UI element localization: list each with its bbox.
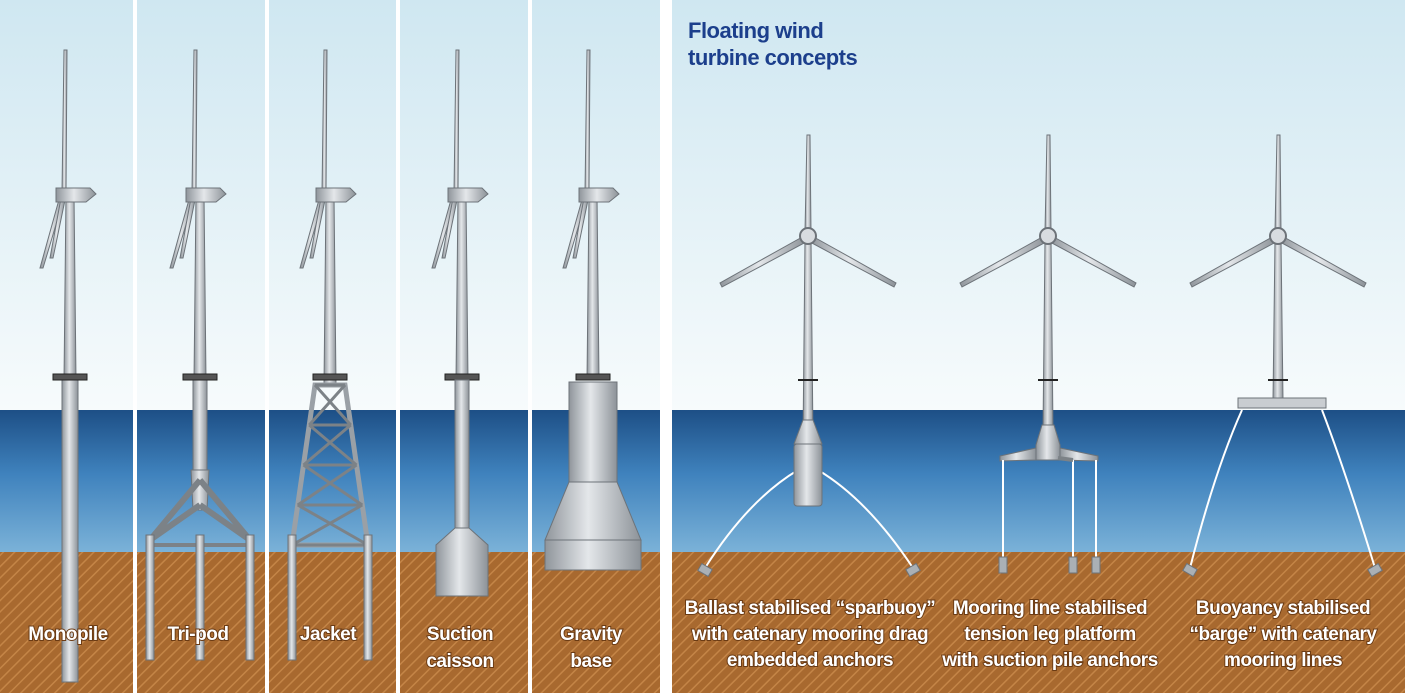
tower [802,239,814,441]
brace [291,503,363,547]
brace [197,478,253,542]
foundation-label: Gravity [560,624,623,645]
mooring-line [1189,409,1243,569]
tower [193,194,207,381]
foundation-label: Tri-pod [168,624,229,645]
hub [1039,227,1057,245]
nacelle [447,187,489,203]
pile-anchor [1091,556,1101,574]
title: Floating wind [688,18,823,43]
title: turbine concepts [688,45,858,70]
foundation-label: Jacket [300,624,357,645]
concept-label: with catenary mooring drag [691,624,928,645]
concept-label: with suction pile anchors [941,650,1158,671]
pile-anchor [1068,556,1078,574]
mooring-line [1321,409,1376,569]
brace [302,423,352,467]
tower [455,194,469,381]
anchor [1367,562,1383,578]
turbines [39,49,1383,683]
pile [145,534,155,661]
flange [312,373,348,381]
tower [1272,239,1284,401]
concept-label: Ballast stabilised “sparbuoy” [685,598,936,619]
nacelle [55,187,97,203]
spar-top [793,419,823,445]
labels: Monopile Tri-pod Jacket Suction caisson Gravi… [27,597,1379,673]
concept-label: “barge” with catenary [1190,624,1378,645]
brace [302,463,364,507]
brace [308,384,347,426]
nacelle [578,187,620,203]
foundation-label: base [570,651,611,672]
foundation-label: Suction [427,624,493,645]
flange [52,373,88,381]
gravity-column [568,381,618,483]
spar [793,443,823,507]
tower [1042,239,1054,431]
seabed [0,552,660,693]
sky [672,0,1405,410]
pile [245,534,255,661]
pontoon [1057,456,1074,462]
tower [63,194,77,381]
concept-label: embedded anchors [727,650,893,671]
brace [296,463,358,507]
brace [313,384,352,426]
hub [799,227,817,245]
brace [297,503,369,547]
barge [1237,397,1327,409]
brace [147,478,203,542]
anchor [905,562,921,578]
brace [198,502,252,543]
mooring-line [704,469,799,569]
concept-label: mooring lines [1224,650,1342,671]
pontoon [999,447,1037,462]
pile [287,534,297,661]
pile-anchor [998,556,1008,574]
caisson [435,527,489,597]
tower-lower [192,379,208,476]
tower [586,194,600,381]
flange [575,373,611,381]
separator [265,0,269,693]
pile [363,534,373,661]
anchor [1182,562,1198,578]
brace [308,423,358,467]
concept-label: Mooring line stabilised [953,598,1147,619]
tower [323,194,337,386]
separators [133,0,672,693]
gravity-base [544,539,642,571]
seabed [672,552,1405,693]
nacelle [315,187,357,203]
pile [195,534,205,661]
flange [182,373,218,381]
flange [444,373,480,381]
separator [133,0,137,693]
separator [396,0,400,693]
brace [148,502,202,543]
hub [1269,227,1287,245]
nacelle [185,187,227,203]
tower-lower [454,379,470,531]
mooring-line [817,469,914,569]
anchor [697,562,713,578]
separator [528,0,532,693]
concept-label: Buoyancy stabilised [1196,598,1370,619]
foundation-label: caisson [426,651,493,672]
concept-label: tension leg platform [964,624,1136,645]
foundation-label: Monopile [28,624,107,645]
separator [660,0,672,693]
